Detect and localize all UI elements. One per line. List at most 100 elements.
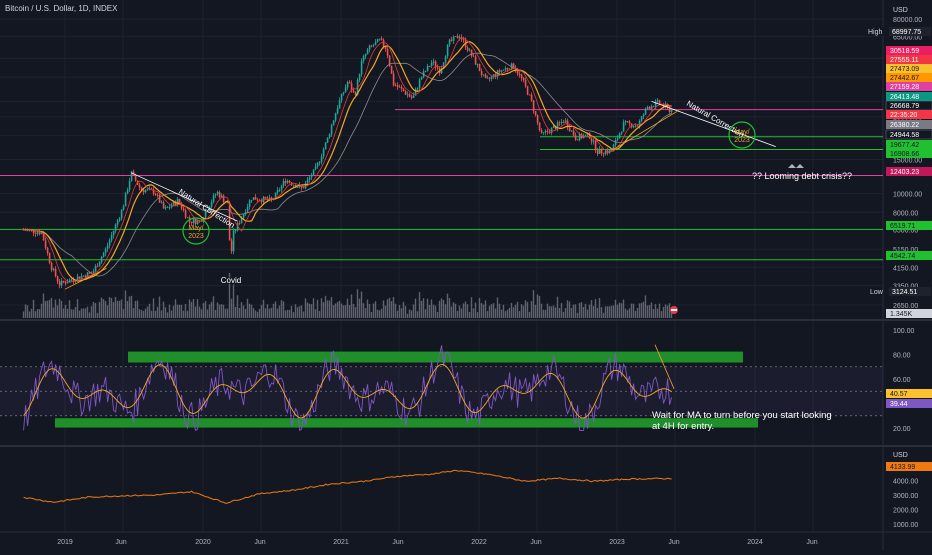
candle-body [48,253,51,263]
candle-body [254,197,257,200]
volume-bar [660,311,663,318]
volume-bar [492,303,495,318]
price-tag: 4542.74 [890,253,915,260]
candle-body [376,39,379,43]
candle-body [212,195,215,203]
may-2023-circle-2[interactable] [728,121,756,149]
rsi-ma-line [23,364,672,419]
candle-body [202,217,205,222]
trendline-2[interactable] [651,100,776,147]
volume-bar [578,302,581,318]
candle-body [668,106,671,112]
volume-bar [232,278,235,318]
candle-body [308,177,311,180]
candle-body [226,202,229,204]
candle-body [162,202,165,209]
candle-body [86,272,89,278]
volume-bar [252,308,255,318]
volume-bar [196,299,199,318]
may-2023-circle-1[interactable] [182,217,210,245]
volume-bar [268,308,271,318]
volume-bar [82,308,85,318]
candle-body [554,126,557,130]
candle-body [302,187,305,189]
candle-body [570,130,573,132]
candle-body [392,73,395,86]
volume-bar [504,311,507,318]
price-axis-unit: USD [893,7,908,14]
volume-bar [312,298,315,318]
volume-bar [224,308,227,318]
volume-bar [638,303,641,318]
volume-bar [352,303,355,318]
candle-body [620,131,623,134]
volume-bar [396,310,399,318]
candle-body [126,189,129,194]
covid-text: Covid [221,276,241,285]
volume-bar [656,308,659,318]
volume-bar [342,305,345,318]
trendline-support-1[interactable] [64,268,107,290]
volume-bar [132,308,135,318]
candle-body [174,201,177,206]
candle-body [150,188,153,190]
volume-bar [302,311,305,318]
volume-bar [432,304,435,318]
time-axis[interactable]: 2019 Jun 2020 Jun 2021 Jun 2022 Jun 2023 Jun 2024 J… [57,539,818,546]
volume-bar [146,306,149,318]
rsi-ma-tag: 40.57 [890,391,908,398]
candle-body [616,138,619,140]
volume-bar [462,303,465,318]
candle-body [480,71,483,75]
volume-bar [178,304,181,318]
volume-bar [654,304,657,318]
candle-body [468,49,471,51]
volume-bar [400,308,403,318]
rsi-pane: Wait for MA to turn before you start loo… [0,344,883,432]
candle-body [474,56,477,65]
candle-body [390,65,393,74]
candle-body [340,93,343,101]
volume-bar [512,307,515,318]
candle-body [334,113,337,121]
rsi-upper-zone[interactable] [128,351,743,363]
volume-bar [72,309,75,318]
candle-body [246,206,249,213]
volume-bar [614,299,617,318]
volume-bar [176,304,179,318]
candle-body [200,220,203,222]
candle-body [582,135,585,139]
volume-bar [96,312,99,318]
price-tag-bg [886,110,932,119]
price-tag: 26413.48 [890,94,919,101]
rsi-trendline[interactable] [654,344,675,389]
volume-bar [664,304,667,318]
volume-bar [562,311,565,318]
volume-bar [134,300,137,318]
candle-body [298,185,301,188]
trendline-1[interactable] [131,172,238,222]
volume-bar [36,309,39,318]
volume-bar [208,304,211,318]
volume-bar [392,296,395,318]
volume-bar [648,305,651,318]
trendline-support-2[interactable] [614,109,680,150]
volume-bar [162,301,165,318]
volume-bar [200,309,203,318]
volume-bar [596,307,599,318]
candle-body [502,69,505,71]
candle-body [436,67,439,69]
candle-body [44,240,47,249]
horizontal-levels [0,109,883,261]
candle-body [626,121,629,122]
price-axis[interactable]: USD80000.0065000.0050000.0040000.0030000… [866,7,932,529]
candle-body [578,134,581,141]
candle-body [306,179,309,184]
volume-bar [230,298,233,318]
candle-body [238,223,241,224]
candle-body [618,133,621,139]
volume-bar [366,299,369,318]
volume-bar [258,308,261,318]
candle-body [440,68,443,74]
